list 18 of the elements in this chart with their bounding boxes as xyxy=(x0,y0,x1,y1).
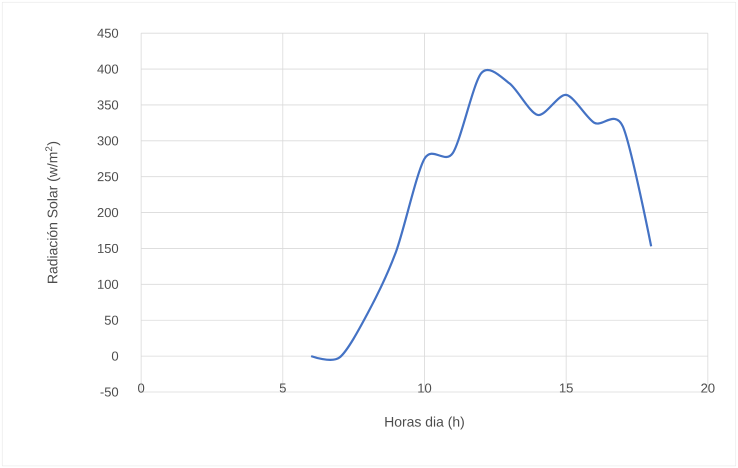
x-tick-label: 0 xyxy=(138,383,144,393)
x-tick-label: 15 xyxy=(560,383,573,392)
y-tick-label: 200 xyxy=(98,208,118,218)
y-tick-label: 150 xyxy=(98,244,118,253)
y-tick-label: 350 xyxy=(98,100,118,110)
y-tick-label: 250 xyxy=(98,172,118,182)
y-tick-label: 100 xyxy=(98,280,118,289)
x-axis-title: Horas dia (h) xyxy=(385,416,464,430)
y-axis-title: Radiación Solar (w/m$^{2}$) xyxy=(45,142,60,283)
x-tick-label: 5 xyxy=(280,383,286,392)
y-tick-label: 450 xyxy=(97,28,118,38)
x-tick-label: 20 xyxy=(701,383,715,393)
y-tick-label: 300 xyxy=(98,136,118,146)
y-tick-label: -50 xyxy=(100,387,118,396)
x-tick-label: 10 xyxy=(418,383,432,393)
y-tick-label: 400 xyxy=(97,64,118,74)
y-tick-label: 0 xyxy=(112,351,118,361)
y-tick-label: 50 xyxy=(104,316,118,325)
